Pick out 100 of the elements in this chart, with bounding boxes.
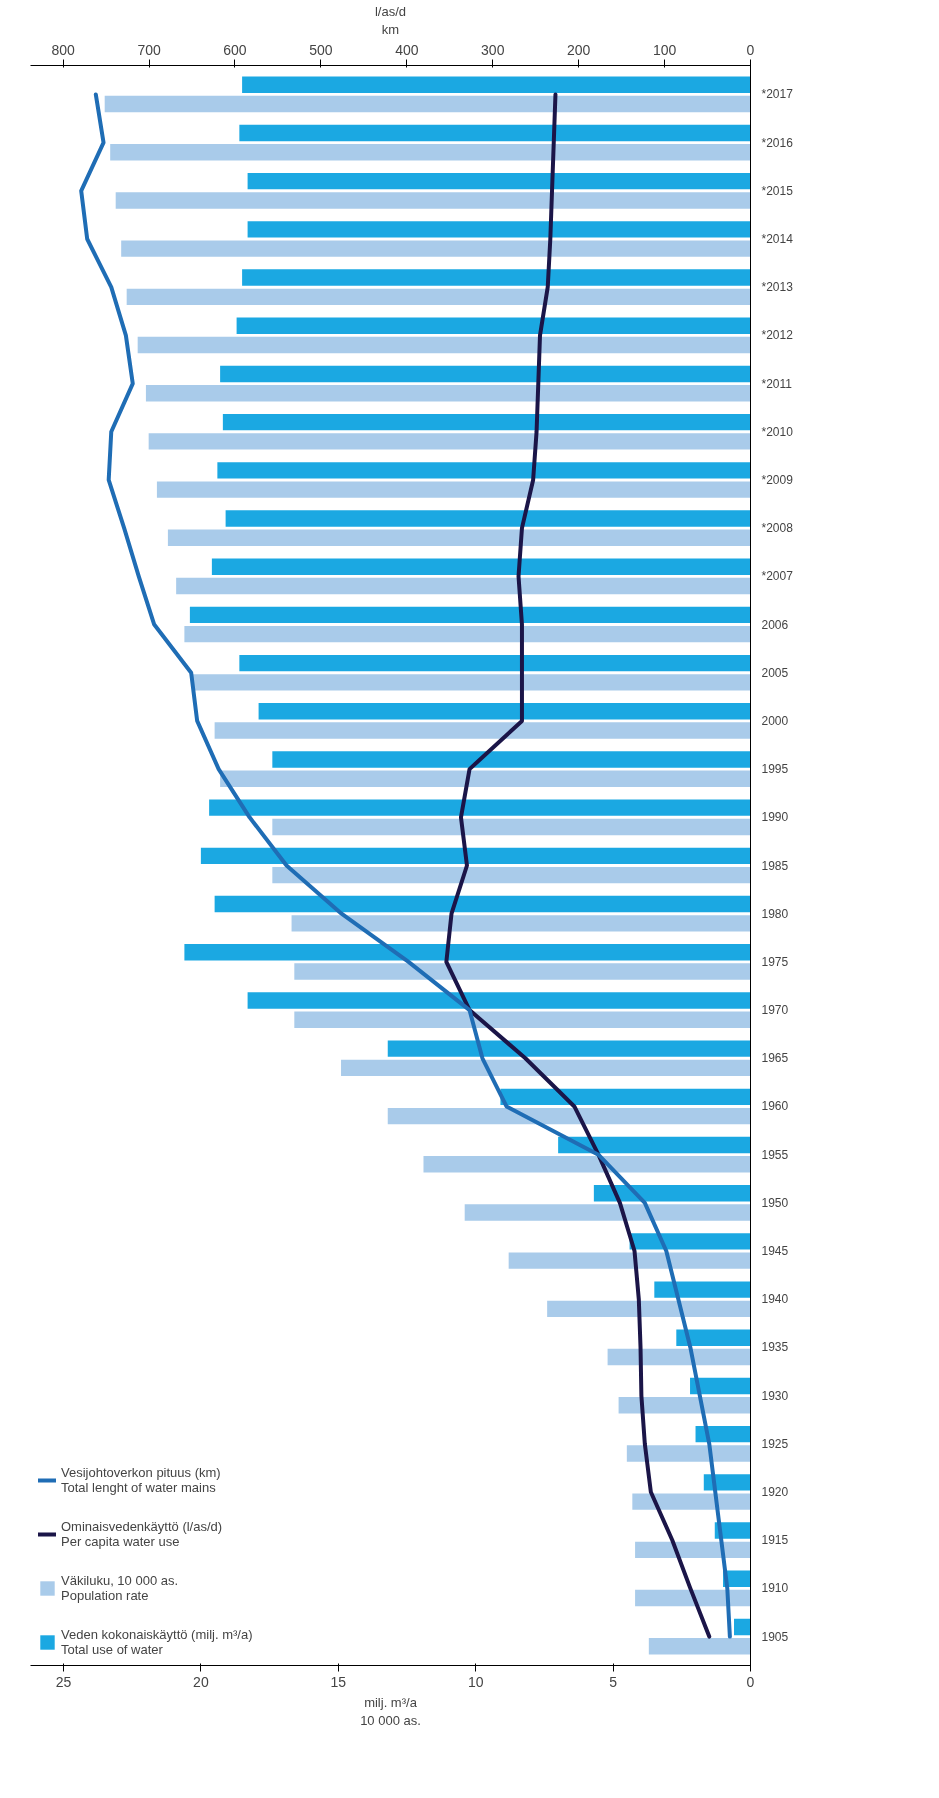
y-tick-label: 1930 [761, 1388, 789, 1403]
y-tick-label: 1980 [761, 906, 789, 921]
bar [222, 413, 751, 431]
x2-tick-label: 800 [51, 41, 76, 58]
bar [258, 703, 751, 720]
y-tick-label: 1940 [761, 1292, 789, 1307]
bar [618, 1397, 751, 1414]
bar [387, 1107, 751, 1125]
y-tick-label: 1925 [761, 1436, 789, 1451]
y-tick-label: 1955 [761, 1147, 789, 1162]
bar [626, 1445, 751, 1462]
bar [703, 1474, 751, 1491]
bar [209, 799, 751, 816]
bar [294, 1011, 751, 1028]
bar [220, 365, 751, 383]
bar [214, 722, 751, 739]
bar [217, 462, 751, 479]
bar [236, 317, 751, 334]
y-tick-label: 1965 [761, 1051, 789, 1066]
y-tick-label: 1985 [761, 858, 789, 873]
x-tick-label: 10 [467, 1673, 484, 1690]
bar [225, 510, 751, 527]
y-tick-label: *2017 [761, 87, 794, 102]
bar [220, 770, 751, 787]
y-tick-label: *2009 [761, 472, 794, 487]
x2-tick-label: 0 [746, 41, 755, 58]
y-tick-label: 2000 [761, 713, 789, 728]
bar [247, 992, 751, 1009]
y-tick-label: *2013 [761, 280, 794, 295]
x2-tick-label: 300 [481, 41, 505, 58]
y-tick-label: 1915 [761, 1533, 789, 1548]
x-tick-label: 25 [55, 1673, 72, 1690]
bar [214, 895, 751, 913]
bar [291, 915, 751, 932]
y-tick-label: 2005 [761, 665, 789, 680]
bar [500, 1088, 751, 1106]
bar [239, 124, 751, 142]
bar [341, 1059, 751, 1077]
y-tick-label: *2011 [761, 376, 793, 391]
bar [176, 577, 751, 595]
bar [156, 481, 751, 498]
y-tick-label: *2008 [761, 521, 794, 536]
x2-axis-title: l/as/d km [374, 3, 407, 37]
bar [648, 1638, 751, 1655]
bar [272, 751, 751, 768]
y-tick-label: 1920 [761, 1485, 789, 1500]
bar [272, 866, 751, 884]
x2-tick-label: 600 [223, 41, 247, 58]
bar [184, 625, 751, 643]
legend-label: Vesijohtoverkon pituus (km) Total lenght of water mains [61, 1465, 221, 1495]
y-tick-label: 1990 [761, 810, 789, 825]
bar [464, 1204, 751, 1221]
y-tick-label: 2006 [761, 617, 789, 632]
bar [121, 240, 751, 257]
x-tick-label: 0 [746, 1673, 755, 1690]
bar [242, 269, 751, 286]
x-tick-label: 15 [330, 1673, 347, 1690]
y-tick-label: 1995 [761, 762, 789, 777]
y-tick-label: 1910 [761, 1581, 789, 1596]
x-tick-label: 20 [193, 1673, 209, 1690]
bar [247, 221, 751, 238]
bar [272, 818, 751, 836]
bar [387, 1040, 751, 1057]
bar [690, 1377, 751, 1395]
y-tick-label: 1975 [761, 954, 789, 969]
bar [676, 1329, 751, 1346]
bar [110, 144, 751, 161]
bar [654, 1281, 751, 1298]
x-axis-title: milj. m³/a 10 000 as. [360, 1694, 421, 1728]
x-tick-label: 5 [609, 1673, 618, 1690]
bar [294, 963, 751, 980]
y-tick-label: *2010 [761, 424, 794, 439]
bar [137, 336, 751, 354]
bar [148, 433, 751, 450]
bar [558, 1136, 751, 1154]
bar [200, 847, 751, 865]
y-tick-label: *2016 [761, 135, 794, 150]
x2-tick-label: 100 [652, 41, 677, 58]
legend-label: Veden kokonaiskäyttö (milj. m³/a) Total use of water [61, 1627, 253, 1657]
bar [607, 1348, 751, 1366]
bar [239, 654, 751, 672]
bar [635, 1541, 751, 1559]
bar [635, 1589, 751, 1607]
bar [593, 1185, 751, 1202]
y-tick-label: 1960 [761, 1099, 789, 1114]
y-tick-label: 1905 [761, 1629, 789, 1644]
y-tick-label: 1950 [761, 1195, 789, 1210]
bar [211, 558, 751, 575]
x2-tick-label: 200 [566, 41, 591, 58]
x2-tick-label: 500 [309, 41, 333, 58]
bar [104, 95, 751, 113]
y-tick-label: 1945 [761, 1244, 789, 1259]
bar [167, 529, 751, 546]
y-tick-label: *2007 [761, 569, 794, 584]
bar [247, 172, 751, 190]
y-tick-label: 1970 [761, 1003, 789, 1018]
y-tick-label: *2012 [761, 328, 794, 343]
bar [126, 288, 751, 306]
y-tick-label: 1935 [761, 1340, 789, 1355]
bar [115, 192, 751, 209]
